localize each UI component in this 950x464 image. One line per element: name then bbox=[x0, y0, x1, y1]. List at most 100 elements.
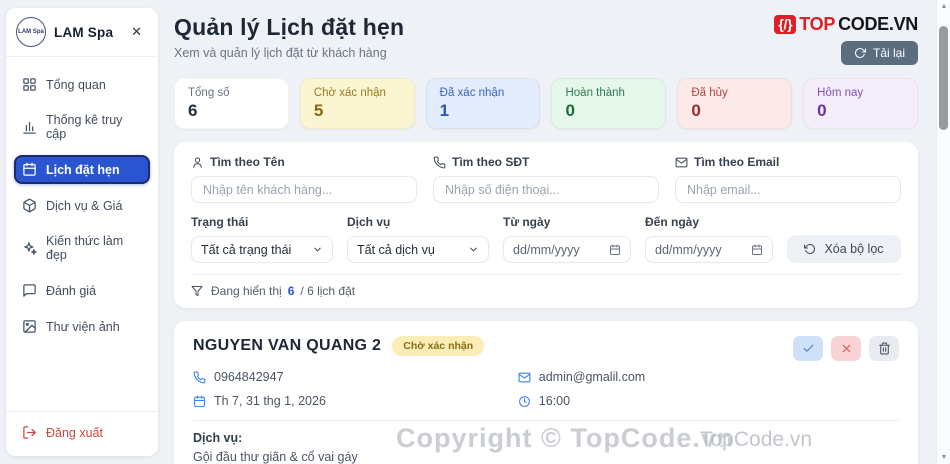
appointment-time: 16:00 bbox=[518, 394, 899, 408]
calendar-icon bbox=[193, 395, 206, 408]
reload-button[interactable]: Tải lại bbox=[840, 41, 918, 65]
stat-card-pending: Chờ xác nhận 5 bbox=[299, 78, 415, 129]
stat-label: Hôm nay bbox=[817, 87, 864, 99]
appointment-card: NGUYEN VAN QUANG 2 Chờ xác nhận bbox=[174, 321, 918, 464]
scroll-down-arrow-icon[interactable]: ▼ bbox=[940, 454, 948, 461]
appointment-date: Th 7, 31 thg 1, 2026 bbox=[193, 394, 518, 408]
phone-icon bbox=[433, 156, 446, 169]
to-date-label: Đến ngày bbox=[645, 215, 700, 229]
stat-value: 0 bbox=[691, 101, 701, 120]
phone-icon bbox=[193, 371, 206, 384]
sidebar-item-beauty-tips[interactable]: Kiến thức làm đẹp bbox=[14, 227, 150, 269]
grid-icon bbox=[22, 77, 37, 92]
sidebar-close-icon[interactable]: ✕ bbox=[131, 24, 142, 39]
stat-value: 5 bbox=[313, 101, 324, 120]
funnel-icon bbox=[191, 285, 203, 297]
sidebar-item-reviews[interactable]: Đánh giá bbox=[14, 276, 150, 305]
sidebar-item-label: Dịch vụ & Giá bbox=[46, 198, 123, 213]
calendar-icon bbox=[609, 244, 621, 256]
page-subtitle: Xem và quản lý lịch đặt từ khách hàng bbox=[174, 46, 387, 60]
sidebar-item-gallery[interactable]: Thư viện ảnh bbox=[14, 312, 150, 341]
phone-value: 0964842947 bbox=[214, 370, 284, 384]
stat-card-total: Tổng số 6 bbox=[174, 78, 289, 129]
reject-button[interactable] bbox=[831, 336, 861, 361]
package-icon bbox=[22, 198, 37, 213]
status-select-value: Tất cả trạng thái bbox=[201, 242, 292, 257]
refresh-icon bbox=[854, 47, 866, 59]
scroll-up-arrow-icon[interactable]: ▲ bbox=[940, 3, 948, 10]
clear-filters-label: Xóa bộ lọc bbox=[824, 242, 884, 256]
sidebar-item-traffic-stats[interactable]: Thống kê truy cập bbox=[14, 106, 150, 148]
sidebar-item-label: Đánh giá bbox=[46, 283, 97, 298]
filter-field-name: Tìm theo Tên bbox=[191, 155, 417, 203]
approve-button[interactable] bbox=[793, 336, 823, 361]
calendar-icon bbox=[22, 162, 37, 177]
page-header: Quản lý Lịch đặt hẹn Xem và quản lý lịch… bbox=[174, 14, 918, 65]
customer-name: NGUYEN VAN QUANG 2 bbox=[193, 337, 382, 354]
email-search-input[interactable] bbox=[675, 176, 901, 203]
status-label: Trạng thái bbox=[191, 215, 249, 229]
from-date-input[interactable]: dd/mm/yyyy bbox=[503, 236, 631, 263]
name-search-input[interactable] bbox=[191, 176, 417, 203]
phone-search-input[interactable] bbox=[433, 176, 659, 203]
sidebar-menu: Tổng quan Thống kê truy cập Lịch đặt hẹn… bbox=[6, 57, 158, 411]
sidebar-item-overview[interactable]: Tổng quan bbox=[14, 70, 150, 99]
filter-panel: Tìm theo Tên Tìm theo SĐT Tìm theo Email bbox=[174, 142, 918, 308]
x-icon bbox=[840, 342, 853, 355]
check-icon bbox=[802, 342, 815, 355]
logout-button[interactable]: Đăng xuất bbox=[22, 425, 142, 440]
user-icon bbox=[191, 156, 204, 169]
delete-button[interactable] bbox=[869, 336, 899, 361]
stat-card-cancelled: Đã hủy 0 bbox=[677, 78, 793, 129]
header-right: {/} TOP CODE.VN Tải lại bbox=[774, 14, 918, 65]
appointment-email: admin@gmalil.com bbox=[518, 370, 899, 384]
showing-prefix: Đang hiển thị bbox=[211, 284, 282, 298]
chevron-down-icon bbox=[468, 244, 479, 255]
sidebar-item-label: Thống kê truy cập bbox=[46, 113, 123, 141]
chevron-down-icon bbox=[312, 244, 323, 255]
sidebar-header: LAM Spa LAM Spa ✕ bbox=[6, 8, 158, 57]
from-date-value: dd/mm/yyyy bbox=[513, 242, 580, 257]
stat-card-confirmed: Đã xác nhận 1 bbox=[425, 78, 541, 129]
filter-label-text: Tìm theo SĐT bbox=[452, 155, 530, 169]
to-date-input[interactable]: dd/mm/yyyy bbox=[645, 236, 773, 263]
status-select[interactable]: Tất cả trạng thái bbox=[191, 236, 333, 263]
brand-logo: LAM Spa bbox=[16, 17, 46, 47]
service-select[interactable]: Tất cả dịch vụ bbox=[347, 236, 489, 263]
stat-value: 0 bbox=[817, 101, 827, 120]
bar-chart-icon bbox=[22, 120, 37, 135]
main-content: Quản lý Lịch đặt hẹn Xem và quản lý lịch… bbox=[160, 0, 936, 464]
sidebar-item-services[interactable]: Dịch vụ & Giá bbox=[14, 191, 150, 220]
topcode-brand-rest: CODE.VN bbox=[838, 14, 918, 34]
chat-icon bbox=[22, 283, 37, 298]
stat-label: Chờ xác nhận bbox=[313, 87, 386, 99]
stat-card-completed: Hoàn thành 0 bbox=[551, 78, 667, 129]
sidebar-item-label: Thư viện ảnh bbox=[46, 319, 120, 334]
filter-group-service: Dịch vụ Tất cả dịch vụ bbox=[347, 215, 489, 263]
sidebar-item-label: Kiến thức làm đẹp bbox=[46, 234, 124, 262]
service-block-value: Gội đầu thư giãn & cổ vai gáy bbox=[193, 450, 358, 464]
filter-label-name: Tìm theo Tên bbox=[191, 155, 417, 169]
service-block-label: Dịch vụ: bbox=[193, 431, 243, 445]
page-title: Quản lý Lịch đặt hẹn bbox=[174, 14, 405, 40]
sidebar-item-appointments[interactable]: Lịch đặt hẹn bbox=[14, 155, 150, 184]
email-value: admin@gmalil.com bbox=[538, 370, 646, 384]
time-value: 16:00 bbox=[538, 394, 571, 408]
divider bbox=[193, 420, 899, 421]
vertical-scrollbar[interactable]: ▲ ▼ bbox=[936, 0, 950, 464]
from-date-label: Từ ngày bbox=[503, 215, 551, 229]
clear-filters-button[interactable]: Xóa bộ lọc bbox=[787, 235, 901, 263]
showing-count-row: Đang hiển thị 6 / 6 lịch đặt bbox=[191, 274, 901, 298]
filter-group-from-date: Từ ngày dd/mm/yyyy bbox=[503, 215, 631, 263]
appointment-header: NGUYEN VAN QUANG 2 Chờ xác nhận bbox=[193, 336, 899, 361]
scrollbar-thumb[interactable] bbox=[939, 26, 948, 130]
clock-icon bbox=[518, 395, 531, 408]
topcode-logo: {/} TOP CODE.VN bbox=[774, 14, 918, 35]
brand-name: LAM Spa bbox=[54, 24, 114, 40]
stat-value: 6 bbox=[188, 101, 198, 120]
sidebar: LAM Spa LAM Spa ✕ Tổng quan Thống kê tru… bbox=[6, 8, 158, 456]
mail-icon bbox=[518, 371, 531, 384]
sidebar-footer: Đăng xuất bbox=[6, 411, 158, 456]
showing-suffix: / 6 lịch đặt bbox=[300, 284, 356, 298]
